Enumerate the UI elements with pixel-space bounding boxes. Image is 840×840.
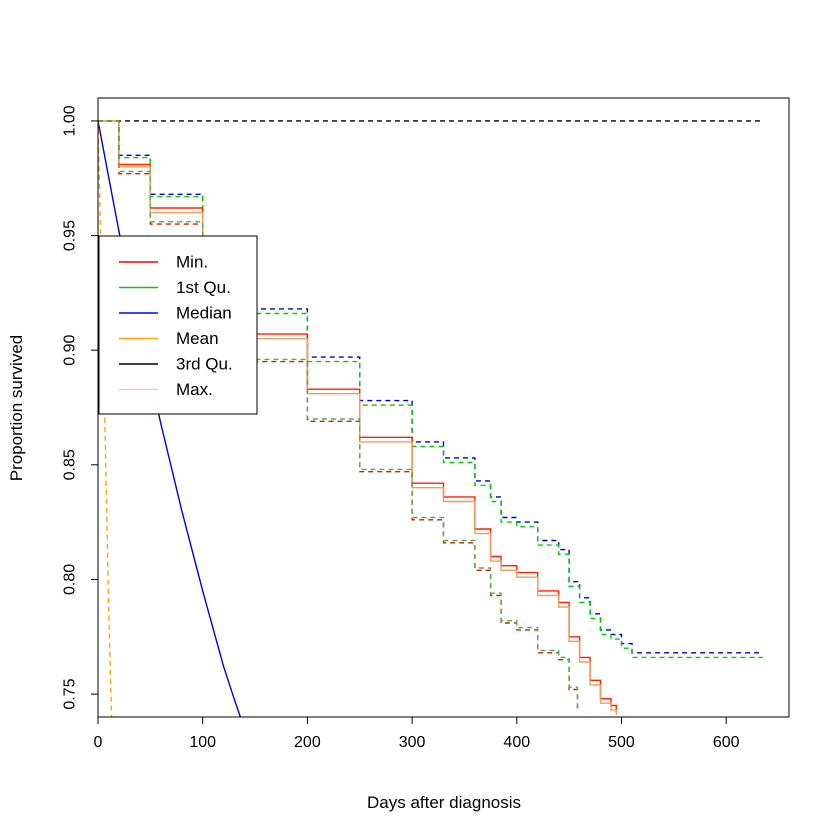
legend-label-4: 3rd Qu. xyxy=(176,355,233,374)
legend: Min. 1st Qu. Median Mean 3rd Qu. Max. xyxy=(98,235,258,415)
y-tick-label: 0.75 xyxy=(61,678,78,709)
series-line-3 xyxy=(98,120,617,713)
x-tick-label: 200 xyxy=(294,734,321,751)
series-line-8 xyxy=(98,120,113,717)
x-tick-label: 300 xyxy=(399,734,426,751)
legend-box xyxy=(98,235,258,415)
series-line-5 xyxy=(98,120,579,711)
series-line-4 xyxy=(98,120,617,715)
series-line-7 xyxy=(98,120,242,717)
legend-label-1: 1st Qu. xyxy=(176,278,231,297)
x-tick-label: 600 xyxy=(713,734,740,751)
y-tick-label: 0.90 xyxy=(61,335,78,366)
x-tick-label: 100 xyxy=(189,734,216,751)
legend-label-3: Mean xyxy=(176,329,219,348)
y-tick-label: 0.85 xyxy=(62,449,79,480)
legend-label-2: Median xyxy=(176,304,232,323)
x-tick-label: 0 xyxy=(94,734,103,751)
y-tick-label: 1.00 xyxy=(62,105,79,136)
x-tick-label: 500 xyxy=(608,734,635,751)
y-axis-title: Proportion survived xyxy=(7,335,26,481)
y-tick-label: 0.95 xyxy=(61,220,78,251)
y-tick-label: 0.80 xyxy=(62,564,79,595)
x-axis-title: Days after diagnosis xyxy=(367,793,521,812)
legend-label-5: Max. xyxy=(176,380,213,399)
x-tick-label: 400 xyxy=(503,734,530,751)
legend-label-0: Min. xyxy=(176,253,208,272)
